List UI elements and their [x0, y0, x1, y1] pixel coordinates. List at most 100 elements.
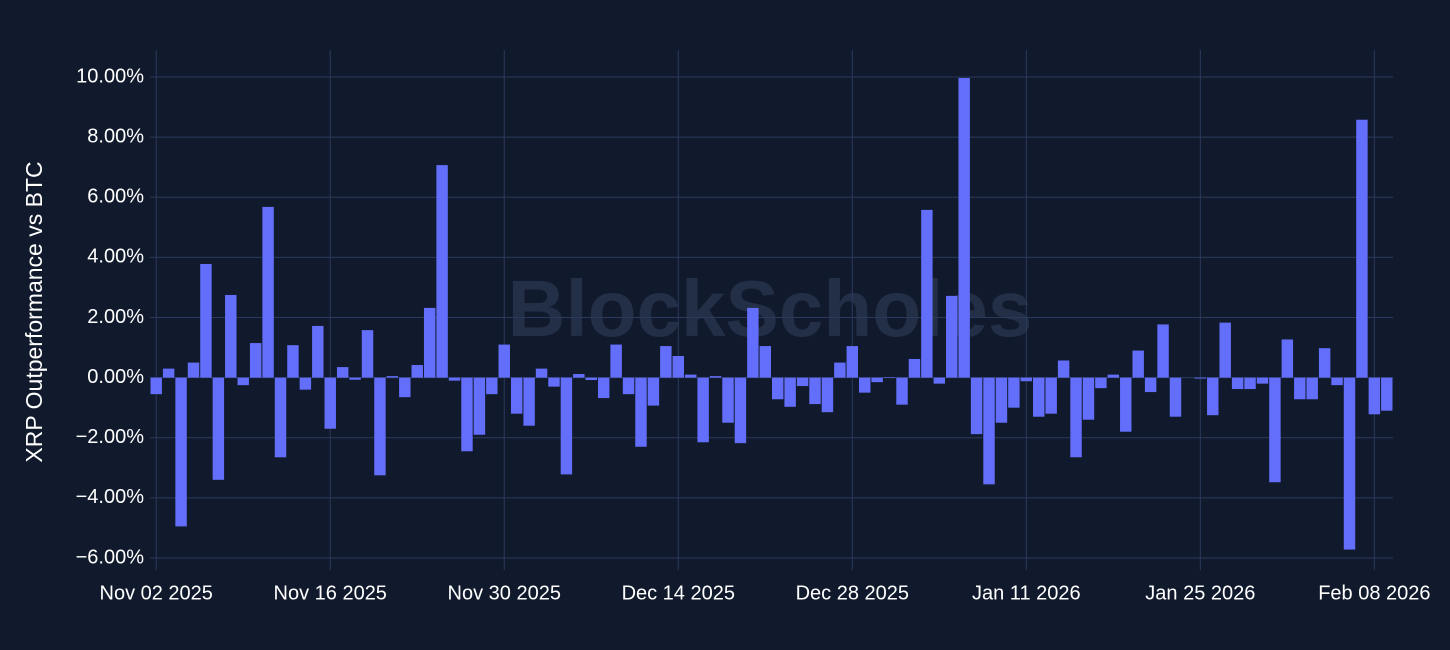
bar: [150, 377, 162, 395]
bar: [896, 377, 908, 405]
bar: [784, 377, 796, 407]
bar: [299, 377, 312, 390]
bar: [1033, 377, 1045, 417]
bar: [585, 377, 597, 381]
bar: [933, 377, 946, 384]
bar: [647, 377, 660, 406]
bar: [821, 377, 834, 413]
bar: [486, 377, 498, 395]
bar: [771, 377, 784, 400]
bar: [709, 376, 722, 378]
bar: [1356, 119, 1368, 378]
bar: [1194, 377, 1207, 379]
bar: [187, 362, 200, 378]
bar: [274, 377, 287, 458]
bar: [287, 345, 299, 378]
y-axis-title: XRP Outperformance vs BTC: [21, 161, 47, 462]
bar: [523, 377, 535, 426]
bar: [1207, 377, 1219, 416]
bar: [610, 344, 622, 378]
bar: [510, 377, 523, 414]
bar: [672, 355, 684, 378]
bar: [1269, 377, 1281, 483]
y-tick-label: 10.00%: [76, 65, 144, 87]
y-tick-label: 2.00%: [87, 306, 144, 328]
bar: [684, 374, 697, 378]
bar: [560, 377, 573, 475]
bar: [225, 294, 237, 378]
bar: [1381, 377, 1393, 411]
bar: [573, 374, 585, 378]
bar: [498, 344, 510, 378]
bar: [908, 358, 921, 378]
bar: [946, 295, 958, 378]
bar: [983, 377, 995, 485]
bar: [722, 377, 734, 423]
bar: [834, 362, 846, 378]
bar: [1318, 348, 1331, 378]
bar: [921, 209, 933, 378]
bar: [1306, 377, 1318, 400]
bar: [399, 377, 411, 398]
bar: [1132, 350, 1144, 378]
bar: [1045, 377, 1057, 414]
y-tick-label: 4.00%: [87, 246, 144, 268]
bar: [759, 346, 772, 378]
x-tick-label: Dec 14 2025: [622, 582, 735, 604]
bar: [349, 377, 361, 380]
bar: [1231, 377, 1244, 390]
bar: [324, 377, 336, 429]
bar: [1343, 377, 1356, 550]
bar: [473, 377, 486, 435]
bar: [162, 368, 175, 378]
x-tick-label: Nov 30 2025: [448, 582, 561, 604]
bar: [883, 377, 896, 378]
bar: [200, 264, 212, 378]
bar: [374, 377, 386, 476]
y-tick-label: −4.00%: [76, 486, 145, 508]
bar: [809, 377, 821, 405]
bar: [1144, 377, 1157, 393]
bar: [1157, 324, 1169, 378]
bar: [1008, 377, 1020, 408]
bar: [1070, 377, 1082, 458]
bar: [1082, 377, 1095, 420]
bar: [995, 377, 1008, 423]
bar: [423, 307, 436, 378]
bar: [1120, 377, 1132, 432]
bar: [734, 377, 747, 444]
bar: [635, 377, 647, 447]
bar: [1244, 377, 1256, 390]
bar: [1294, 377, 1306, 400]
bar: [1057, 360, 1070, 378]
bar: [548, 377, 560, 387]
bar: [1095, 377, 1107, 389]
x-tick-label: Dec 28 2025: [796, 582, 909, 604]
bar: [411, 365, 423, 378]
bar: [312, 325, 324, 378]
bar: [175, 377, 187, 527]
bar: [212, 377, 225, 480]
bar: [1256, 377, 1269, 384]
bar: [1107, 374, 1120, 378]
x-tick-label: Jan 25 2026: [1145, 582, 1255, 604]
y-tick-label: 6.00%: [87, 186, 144, 208]
bar: [697, 377, 709, 443]
bar: [1169, 377, 1182, 417]
y-tick-label: 0.00%: [87, 366, 144, 388]
bar: [1281, 339, 1294, 378]
bar: [262, 206, 274, 378]
bar: [622, 377, 635, 395]
bar: [386, 376, 399, 378]
bar: [535, 368, 548, 378]
bar: [461, 377, 473, 452]
x-tick-label: Jan 11 2026: [972, 582, 1081, 604]
bar: [249, 343, 262, 378]
y-tick-label: 8.00%: [87, 125, 144, 147]
bar: [448, 377, 461, 381]
bar: [970, 377, 983, 435]
bar: [1020, 377, 1033, 382]
bar: [336, 367, 349, 378]
bar: [796, 377, 809, 387]
